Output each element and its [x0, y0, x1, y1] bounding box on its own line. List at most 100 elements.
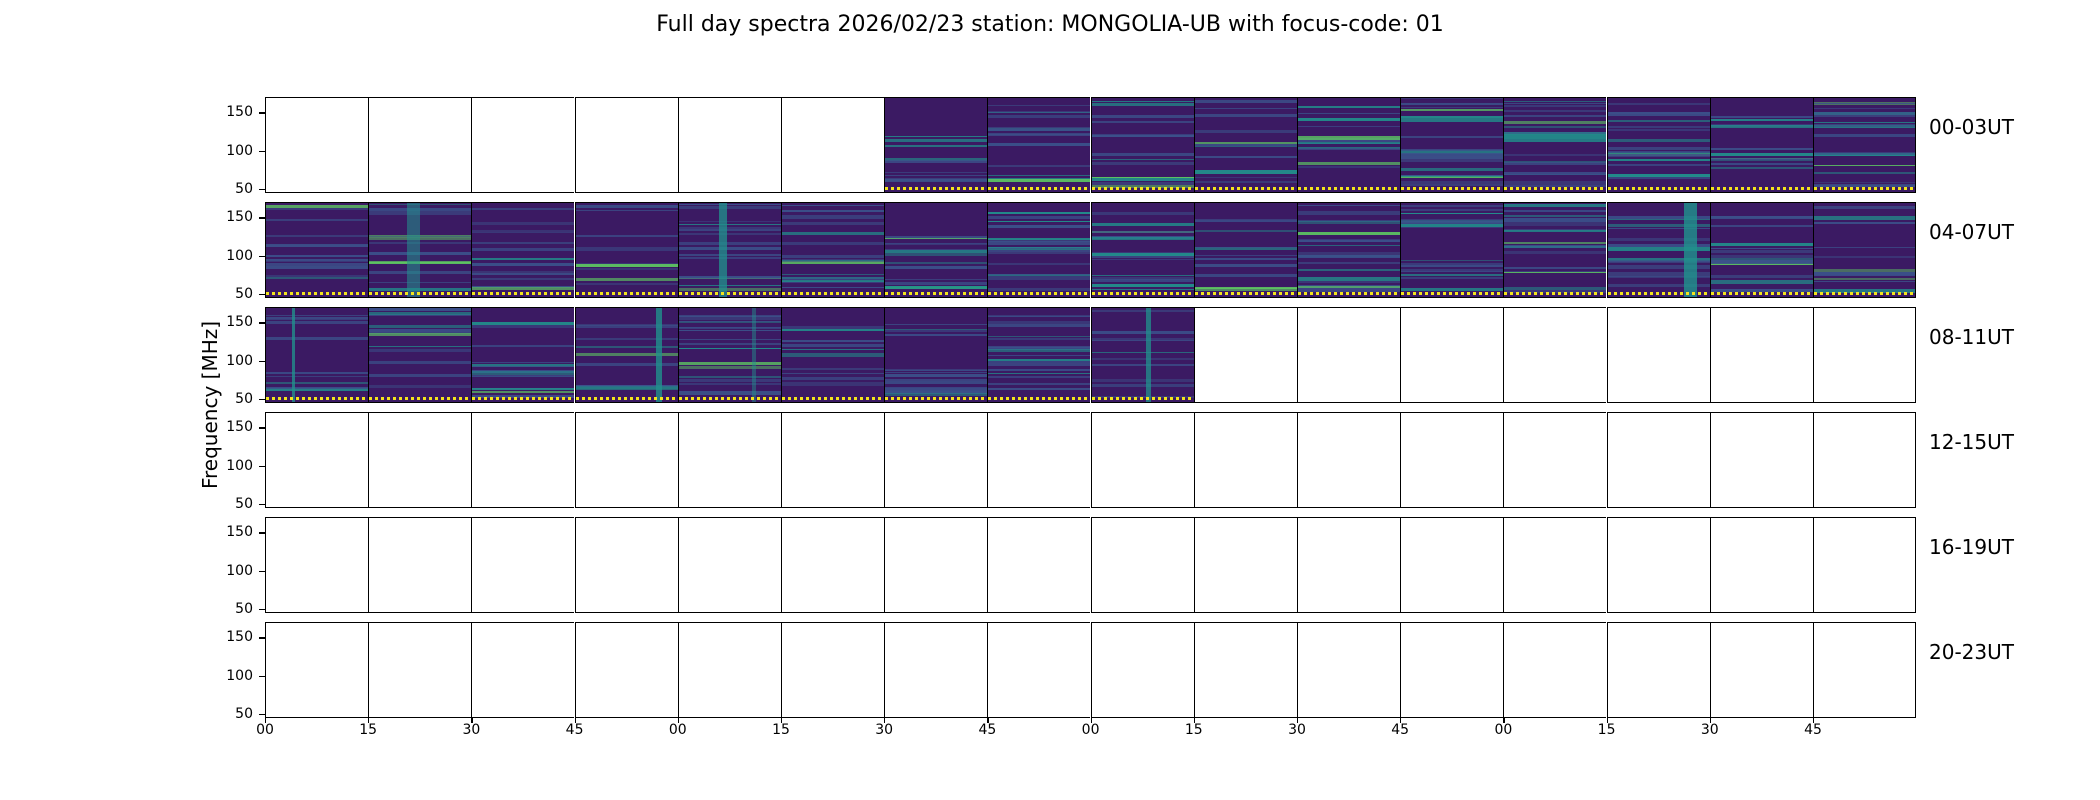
spectrum-band	[369, 213, 472, 216]
spectrum-band	[369, 207, 472, 211]
spectrum-band	[1504, 242, 1607, 244]
x-tick-label: 45	[1391, 722, 1410, 738]
y-tick-label: 150	[226, 104, 253, 121]
calibration-dots	[782, 397, 884, 400]
spectrum-band	[1091, 102, 1194, 106]
spectrum-band	[678, 205, 781, 210]
spectrum-band	[988, 359, 1091, 362]
spectrum-band	[1710, 215, 1813, 219]
spectrum-band	[575, 205, 678, 208]
spectrum-band	[885, 262, 988, 265]
spectrum-band	[1607, 112, 1710, 114]
spectrum-panel	[987, 622, 1091, 718]
spectrum-band	[472, 322, 575, 325]
spectrum-band	[575, 346, 678, 348]
spectrum-band	[266, 258, 368, 261]
spectrum-panel	[1400, 307, 1504, 403]
x-tick-mark	[1090, 718, 1092, 723]
spectrum-panel	[884, 622, 988, 718]
spectrum-band	[1504, 246, 1607, 248]
spectrum-band	[1814, 171, 1916, 175]
spectrum-band	[782, 348, 884, 351]
spectrum-panel	[1709, 307, 1813, 403]
spectrum-band	[782, 329, 884, 331]
spectrum-band	[1298, 211, 1400, 215]
spectrum-band	[472, 365, 575, 367]
spectrum-band	[885, 252, 988, 256]
spectrum-panel	[1813, 622, 1917, 718]
spectrum-panel	[884, 307, 988, 403]
spectrum-band	[988, 354, 1091, 357]
spectrum-band	[678, 361, 781, 366]
spectrum-panel	[987, 307, 1091, 403]
spectrum-band	[988, 132, 1091, 136]
spectrum-band	[266, 218, 368, 221]
spectrum-band	[575, 325, 678, 328]
spectrum-band	[1814, 268, 1916, 272]
spectrum-band	[575, 267, 678, 271]
spectrum-band	[1401, 208, 1504, 211]
spectrum-band	[988, 127, 1091, 130]
spectrum-panel	[1503, 622, 1607, 718]
spectrum-band	[369, 251, 472, 255]
spectrum-band	[1607, 228, 1710, 230]
spectrum-band	[678, 226, 781, 229]
calibration-dots	[266, 397, 368, 400]
spectrum-band	[1091, 255, 1194, 259]
spectrum-band	[988, 324, 1091, 327]
spectrum-band	[1194, 156, 1297, 159]
row-time-label: 12-15UT	[1929, 430, 2014, 454]
spectrum-band	[1814, 181, 1916, 184]
spectrum-band	[1091, 352, 1194, 354]
spectrum-panel	[1090, 202, 1194, 298]
spectrum-band	[369, 237, 472, 240]
y-tick-mark	[259, 294, 265, 296]
spectrum-band	[988, 338, 1091, 340]
spectrum-panel	[1297, 517, 1400, 613]
spectrum-band	[1814, 274, 1916, 276]
calibration-dots	[988, 292, 1091, 295]
spectra-row: 150 100 50	[226, 307, 1917, 406]
spectrum-panel	[1606, 97, 1710, 193]
y-tick-mark	[259, 609, 265, 611]
calibration-dots	[1504, 187, 1607, 190]
spectrum-band	[1710, 125, 1813, 129]
spectrum-panel	[471, 517, 575, 613]
x-tick-label: 45	[978, 722, 997, 738]
y-tick-label: 50	[235, 706, 253, 723]
spectrum-band	[885, 378, 988, 381]
spectrum-band	[1298, 106, 1400, 108]
spectrum-band	[1607, 260, 1710, 263]
spectrum-band	[1298, 204, 1400, 207]
spectrum-band	[1298, 146, 1400, 150]
spectrum-band	[988, 288, 1091, 291]
spectrum-band	[1607, 272, 1710, 274]
calibration-dots	[678, 397, 781, 400]
spectrum-band	[266, 316, 368, 320]
spectrum-band	[1401, 116, 1504, 118]
spectrum-band	[1504, 126, 1607, 128]
row-time-label: 16-19UT	[1929, 535, 2014, 559]
spectrum-band	[1607, 274, 1710, 278]
spectrum-panel	[265, 622, 368, 718]
spectrum-band	[266, 386, 368, 389]
spectrum-band	[1710, 115, 1813, 119]
spectrum-panel	[1813, 202, 1917, 298]
spectrum-burst	[1683, 203, 1697, 297]
spectrum-band	[885, 330, 988, 332]
spectrum-band	[678, 287, 781, 291]
spectrum-panel	[368, 622, 472, 718]
spectrum-band	[988, 212, 1091, 215]
spectrum-band	[782, 242, 884, 246]
y-tick-label: 100	[226, 247, 253, 264]
spectrum-band	[575, 248, 678, 251]
spectrum-panel	[471, 307, 575, 403]
y-tick-label: 50	[235, 496, 253, 513]
spectrum-band	[472, 231, 575, 234]
spectrum-band	[988, 376, 1091, 378]
calibration-dots	[988, 397, 1091, 400]
spectrum-band	[1401, 270, 1504, 272]
calibration-dots	[1091, 292, 1194, 295]
spectrum-panel	[265, 412, 368, 508]
calibration-dots	[1194, 187, 1297, 190]
